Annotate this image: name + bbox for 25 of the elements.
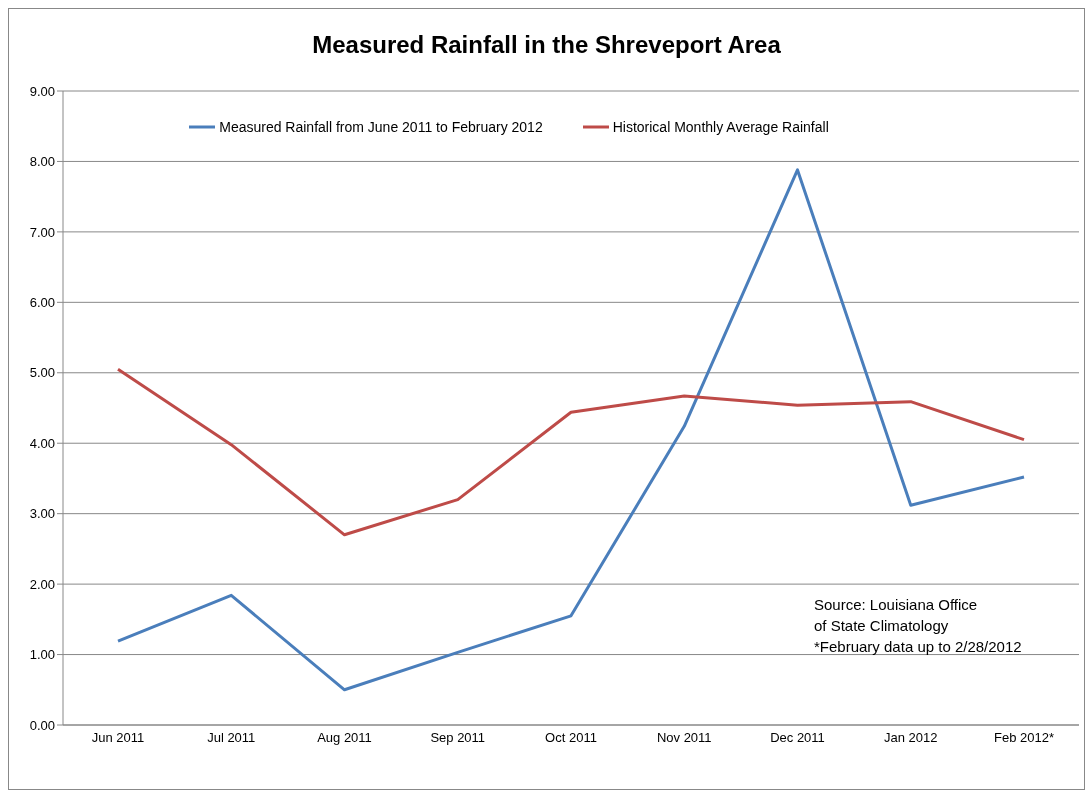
x-tick-label: Oct 2011 (545, 730, 597, 746)
x-tick-label: Jun 2011 (91, 730, 145, 746)
annotation: Source: Louisiana Office of State Climatology *February data up to 2/28/2012 (814, 595, 1022, 657)
y-tick-label: 7.00 (29, 224, 55, 240)
legend-label: Historical Monthly Average Rainfall (612, 119, 829, 135)
y-tick-label: 8.00 (29, 154, 55, 170)
x-tick-label: Sep 2011 (430, 730, 486, 746)
y-tick-label: 1.00 (29, 647, 55, 663)
y-tick-label: 4.00 (29, 435, 55, 451)
y-tick-label: 6.00 (29, 294, 55, 310)
line-series (116, 168, 1026, 692)
y-tick-label: 3.00 (29, 506, 55, 522)
y-tick-label: 0.00 (29, 717, 55, 733)
y-tick-label: 5.00 (29, 365, 55, 381)
x-tick-label: Jul 2011 (207, 730, 256, 746)
x-tick-label: Feb 2012* (994, 730, 1054, 746)
x-tick-label: Dec 2011 (770, 730, 825, 746)
x-tick-label: Aug 2011 (317, 730, 372, 746)
line-series (116, 367, 1026, 537)
y-tick-label: 2.00 (29, 576, 55, 592)
y-tick-label: 9.00 (29, 83, 55, 99)
x-tick-label: Nov 2011 (656, 730, 712, 746)
x-tick-label: Jan 2012 (884, 730, 938, 746)
chart-title: Measured Rainfall in the Shreveport Area (311, 30, 782, 60)
legend-label: Measured Rainfall from June 2011 to February 2012 (219, 119, 543, 135)
